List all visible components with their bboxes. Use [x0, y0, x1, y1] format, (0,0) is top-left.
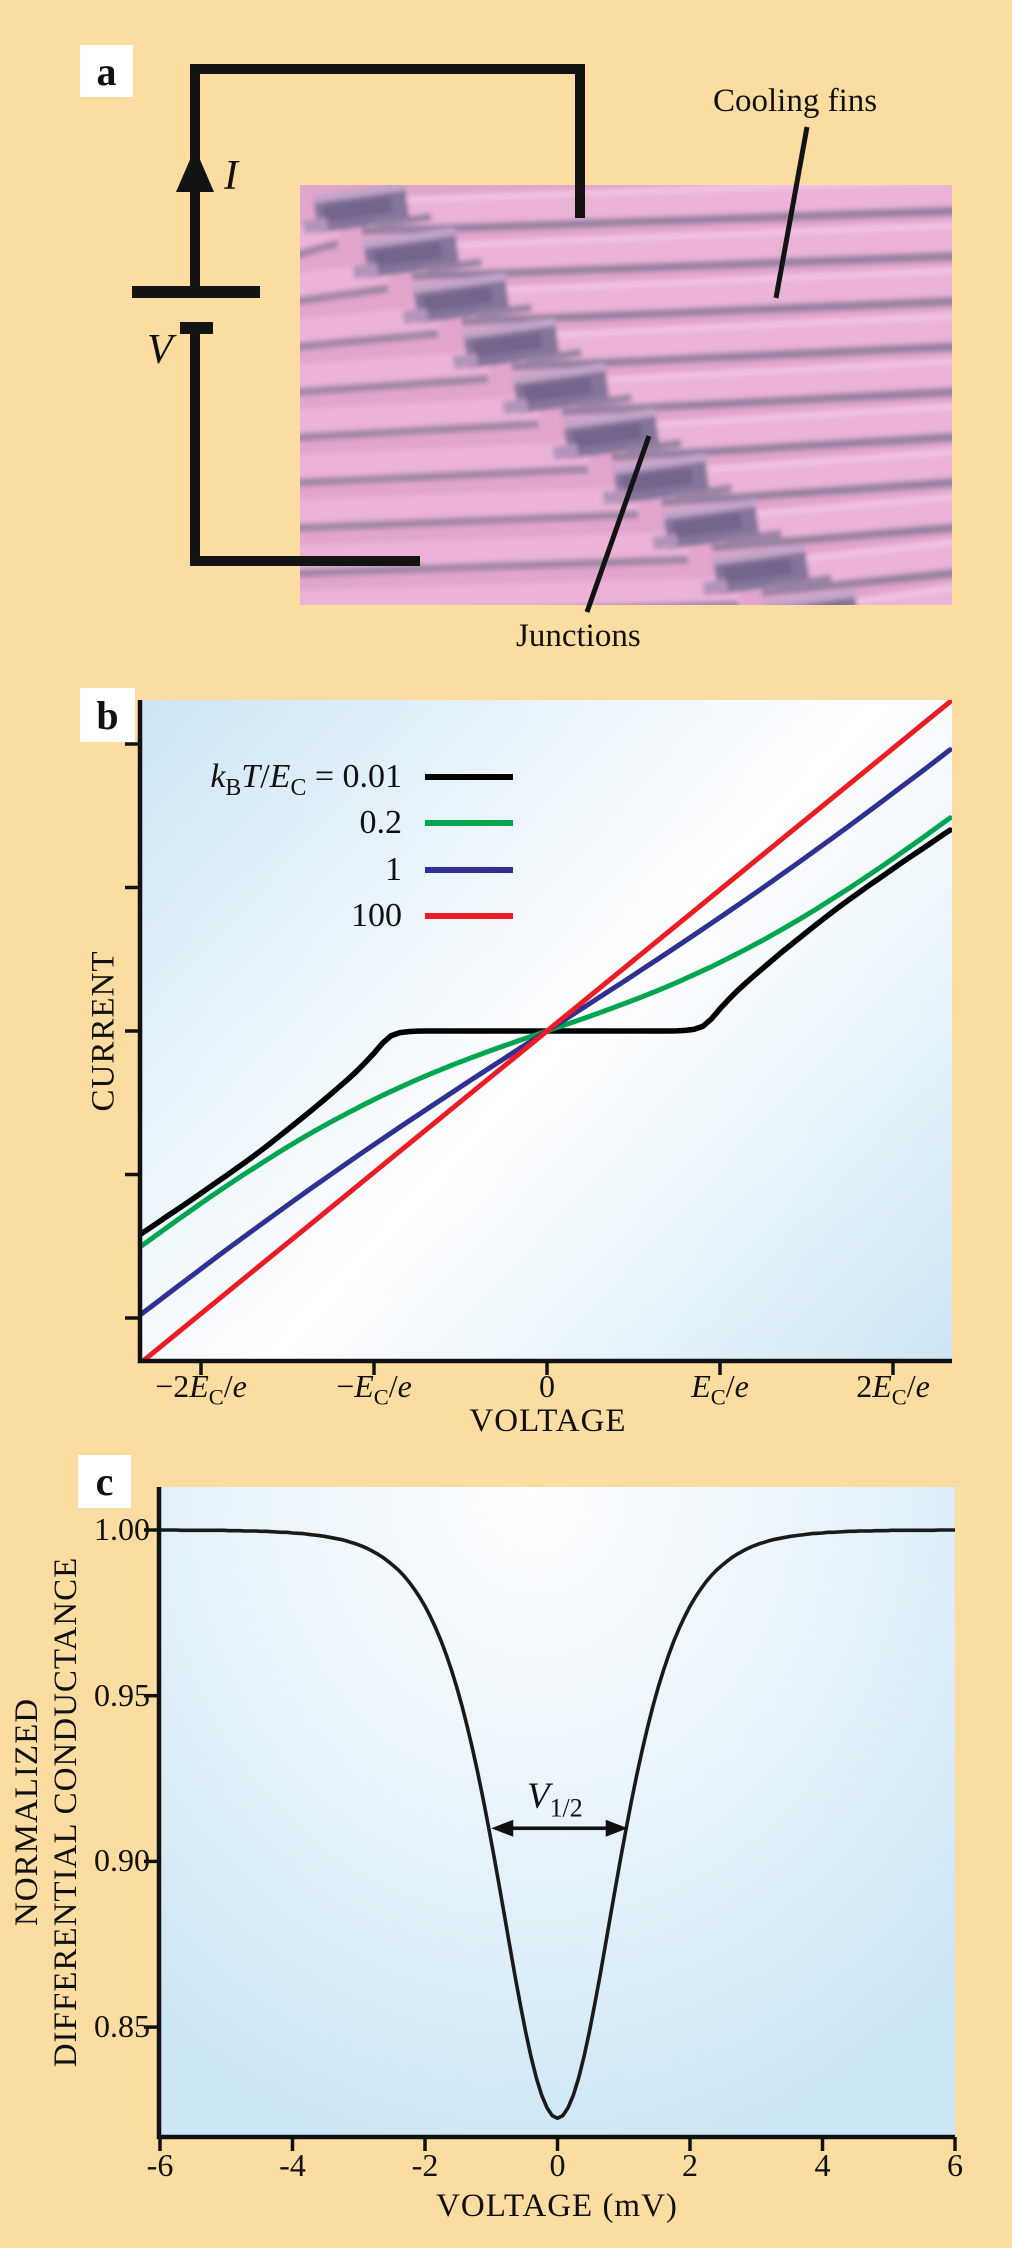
c-x-tick-label: -2 — [411, 2147, 439, 2183]
b-x-axis-title: VOLTAGE — [469, 1403, 627, 1439]
half-width-label: V1/2 — [527, 1776, 583, 1823]
legend-label-red: 100 — [351, 896, 402, 934]
iv-plot-canvas — [125, 700, 952, 1375]
legend-row-blue: 1 — [0, 847, 1012, 893]
legend-line-blue — [425, 866, 513, 873]
conductance-plot-area — [160, 1487, 955, 2137]
legend-row-black: kBT/EC = 0.01 — [0, 754, 1012, 800]
panel-c-label: c — [78, 1455, 131, 1508]
half-width-arrow — [491, 1819, 628, 1837]
c-y-tick-label: 0.85 — [94, 2007, 150, 2044]
b-x-tick-label: 0 — [539, 1368, 555, 1404]
legend-line-black — [425, 774, 513, 780]
c-y-axis-title: NORMALIZED DIFFERENTIAL CONDUCTANCE — [9, 1556, 84, 2068]
b-x-tick-label: 2EC/e — [856, 1368, 930, 1410]
panel-a-label: a — [80, 45, 133, 97]
panel-c-letter: c — [95, 1459, 114, 1504]
legend-label-black: kBT/EC = 0.01 — [210, 758, 402, 801]
c-x-tick-label: 2 — [682, 2147, 698, 2183]
c-y-tick-label: 1.00 — [94, 1510, 150, 1547]
b-y-axis-title: CURRENT — [85, 950, 122, 1112]
c-x-tick-label: -4 — [279, 2147, 306, 2183]
axes-lines — [137, 700, 952, 1364]
legend-row-red: 100 — [0, 893, 1012, 939]
battery-plate-long — [132, 286, 260, 298]
cooling-fins-label: Cooling fins — [713, 83, 878, 119]
panel-b-letter: b — [96, 692, 119, 738]
c-x-tick-label: 0 — [549, 2147, 566, 2183]
voltage-symbol: V — [147, 327, 173, 373]
junctions-label: Junctions — [516, 618, 641, 654]
current-arrow-icon — [176, 148, 214, 192]
sem-micrograph-image — [300, 185, 952, 605]
legend-row-green: 0.2 — [0, 800, 1012, 846]
legend-label-blue: 1 — [385, 850, 402, 888]
curve-red — [140, 700, 952, 1361]
c-y-tick-label: 0.90 — [94, 1842, 150, 1879]
c-x-tick-label: 4 — [814, 2147, 831, 2183]
legend-label-green: 0.2 — [359, 804, 403, 842]
legend-line-red — [425, 912, 513, 919]
b-x-tick-label: −EC/e — [336, 1368, 412, 1410]
c-x-tick-label: -6 — [146, 2147, 174, 2183]
conductance-plot-canvas — [144, 1487, 957, 2151]
battery-plate-short — [180, 322, 213, 334]
panel-a-letter: a — [96, 48, 117, 94]
legend-line-green — [425, 820, 513, 827]
c-y-tick-label: 0.95 — [94, 1676, 150, 1713]
panel-b-label: b — [80, 688, 135, 742]
current-symbol: I — [224, 153, 238, 199]
curve-conductance — [159, 1528, 955, 2120]
b-x-tick-label: −2EC/e — [155, 1368, 247, 1410]
c-x-tick-label: 6 — [947, 2147, 963, 2183]
c-x-axis-title: VOLTAGE (mV) — [436, 2188, 678, 2224]
b-x-tick-label: EC/e — [691, 1368, 749, 1410]
